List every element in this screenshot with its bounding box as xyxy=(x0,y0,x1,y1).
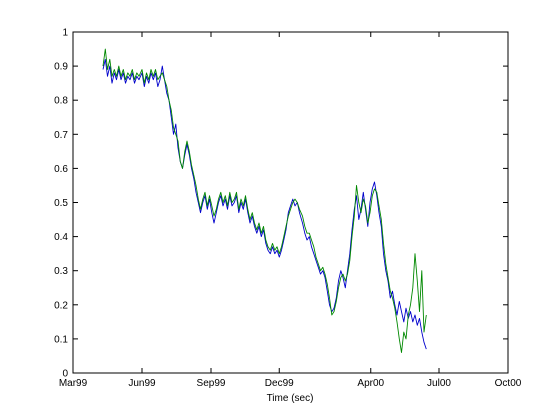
x-tick-label: Jun99 xyxy=(128,378,156,389)
x-tick-label: Oct00 xyxy=(495,378,522,389)
plot-background xyxy=(73,32,508,373)
y-tick-label: 0.2 xyxy=(54,300,68,311)
x-tick-label: Jul00 xyxy=(427,378,451,389)
x-tick-label: Apr00 xyxy=(357,378,384,389)
y-tick-label: 0.7 xyxy=(54,130,68,141)
ticks-layer: Mar99 Jun99 Sep99 Dec99 Apr00 Jul00 Oct00 0 0.1 0… xyxy=(54,28,522,390)
x-tick-label: Mar99 xyxy=(59,378,88,389)
y-tick-label: 0.1 xyxy=(54,334,68,345)
series-line-1 xyxy=(102,58,427,350)
y-tick-label: 0.9 xyxy=(54,62,68,73)
y-tick-label: 0.3 xyxy=(54,266,68,277)
y-tick-label: 0.6 xyxy=(54,164,68,175)
series-line-2 xyxy=(102,48,427,353)
x-axis-label: Time (sec) xyxy=(267,393,314,404)
x-tick-label: Dec99 xyxy=(265,378,294,389)
series-layer xyxy=(102,48,427,353)
y-tick-label: 0.5 xyxy=(54,198,68,209)
x-tick-label: Sep99 xyxy=(197,378,226,389)
y-tick-label: 1 xyxy=(62,28,68,39)
y-tick-label: 0.8 xyxy=(54,96,68,107)
y-tick-label: 0 xyxy=(62,369,68,380)
y-tick-label: 0.4 xyxy=(54,232,68,243)
